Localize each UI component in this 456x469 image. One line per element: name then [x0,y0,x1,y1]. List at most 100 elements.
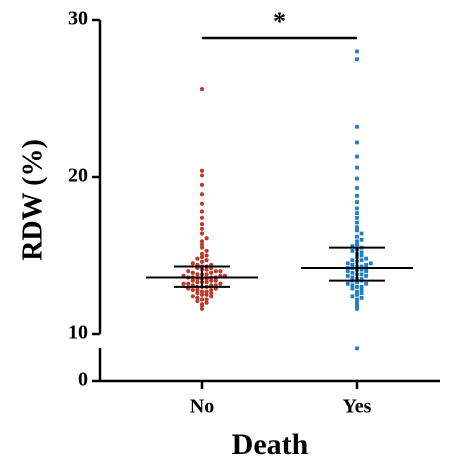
data-point [355,124,359,129]
data-point [199,222,205,227]
data-point [359,272,364,277]
data-point [345,269,350,274]
data-point [345,281,350,286]
data-point [350,258,355,263]
data-point [199,239,205,244]
data-point [355,186,359,190]
data-point [195,280,200,285]
data-point [355,297,359,302]
data-point [199,254,205,260]
data-point [204,297,209,302]
data-point [359,250,364,255]
data-point [355,306,359,311]
data-point [213,278,218,283]
data-point [199,302,205,307]
data-point [355,285,359,289]
data-point [181,281,186,286]
data-point [350,294,355,299]
data-point [218,269,223,274]
x-tick-label: No [190,396,214,418]
data-point [359,285,364,289]
data-point [209,294,214,299]
data-point [359,237,364,242]
data-point [199,259,205,264]
y-tick-label: 30 [68,8,88,30]
data-point [199,306,205,311]
data-point [204,267,209,272]
data-point [355,211,359,216]
data-point [355,154,359,159]
y-tick-label: 0 [78,369,88,391]
data-point [190,294,195,299]
data-point [350,263,355,267]
data-point [204,272,209,277]
data-point [355,165,359,170]
data-point [355,57,359,62]
data-point [355,215,359,220]
data-point [359,253,364,258]
data-point [204,289,209,294]
data-point [186,269,191,274]
data-point [195,287,200,293]
data-point [199,242,205,247]
data-point [355,206,359,211]
data-point [355,239,359,244]
data-point [345,274,350,278]
data-point [345,261,350,266]
data-point [355,289,359,294]
data-point [190,261,195,266]
data-point [204,236,209,241]
data-point [199,192,205,197]
data-point [364,274,369,278]
y-tick-label: 10 [68,322,88,344]
data-point [355,303,359,308]
data-point [364,281,369,286]
data-point [350,248,355,253]
data-point [355,176,359,181]
data-point [359,295,364,300]
data-point [204,253,209,258]
data-point [199,289,205,294]
data-point [190,278,195,283]
data-point [190,287,195,293]
data-point [364,256,369,261]
data-point [359,291,364,296]
data-point [204,292,209,297]
x-axis-label: Death [232,428,309,461]
data-point [218,281,223,286]
data-point [199,226,205,231]
data-point [199,251,205,257]
data-point [355,49,359,54]
data-point [204,258,209,263]
data-point [359,264,364,269]
data-point [199,292,205,297]
data-point [199,209,205,214]
data-point [355,242,359,247]
data-point [199,245,205,250]
data-point [204,248,209,253]
data-point [355,193,359,198]
data-point [204,280,209,285]
data-point [209,278,214,283]
data-point [195,256,200,261]
data-point [190,270,195,275]
data-point [359,231,364,236]
data-point [355,228,359,233]
data-point [195,298,200,304]
data-point [355,280,359,285]
data-point [355,292,359,297]
data-point [364,263,369,267]
data-point [199,86,205,92]
data-point [350,283,355,288]
data-point [199,231,205,236]
data-point [209,287,214,293]
data-point [350,244,355,248]
data-point [350,275,355,280]
data-point [364,269,369,274]
data-point [195,291,200,296]
data-point [204,300,209,305]
data-point [368,261,373,266]
data-point [199,297,205,302]
data-point [355,346,359,351]
